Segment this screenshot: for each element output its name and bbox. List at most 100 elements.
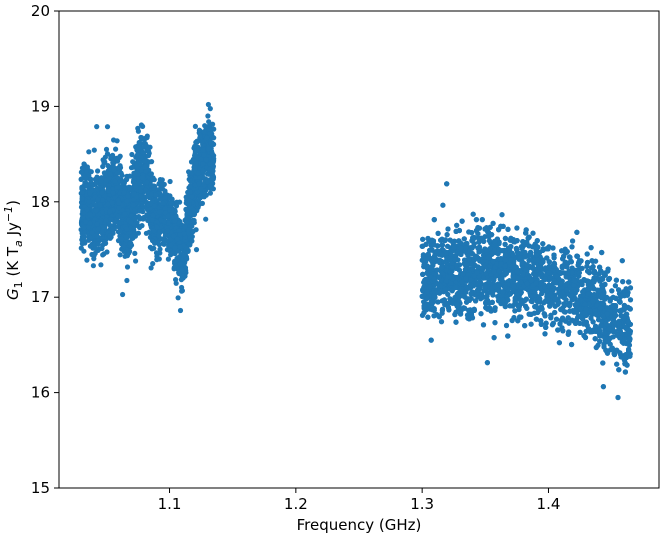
scatter-point: [207, 190, 213, 196]
scatter-point: [207, 161, 213, 167]
scatter-point: [203, 216, 209, 222]
scatter-point: [144, 133, 150, 139]
scatter-point: [109, 200, 115, 206]
scatter-point: [191, 208, 197, 214]
scatter-point: [83, 219, 89, 225]
scatter-point: [186, 198, 193, 204]
scatter-point: [124, 198, 130, 204]
scatter-point: [136, 142, 142, 148]
scatter-point: [205, 113, 211, 119]
scatter-point: [173, 280, 179, 286]
scatter-point: [167, 242, 174, 248]
scatter-point: [105, 163, 111, 169]
scatter-point: [124, 277, 130, 284]
scatter-point: [162, 206, 168, 212]
scatter-point: [165, 213, 171, 219]
scatter-point: [173, 214, 179, 220]
scatter-point: [181, 252, 187, 259]
scatter-point: [134, 147, 140, 153]
scatter-point: [84, 169, 90, 175]
scatter-point: [206, 119, 212, 125]
scatter-point: [138, 122, 144, 128]
scatter-point: [198, 156, 204, 162]
scatter-point: [89, 230, 95, 236]
scatter-point: [177, 219, 183, 225]
scatter-point: [150, 212, 156, 218]
scatter-point: [105, 201, 111, 207]
scatter-point: [117, 252, 123, 258]
scatter-point: [87, 212, 93, 218]
scatter-point: [83, 175, 89, 181]
scatter-point: [146, 229, 152, 235]
scatter-point: [160, 200, 166, 206]
scatter-point: [124, 264, 131, 270]
scatter-point: [157, 229, 163, 235]
scatter-point: [113, 146, 119, 152]
scatter-point: [131, 208, 138, 214]
scatter-point: [196, 180, 202, 187]
scatter-point: [177, 243, 183, 250]
scatter-point: [201, 152, 207, 158]
scatter-point: [195, 170, 202, 176]
scatter-point: [186, 227, 192, 233]
scatter-point: [120, 180, 126, 186]
scatter-point: [185, 230, 191, 237]
scatter-point: [187, 178, 193, 184]
scatter-point: [148, 171, 154, 177]
scatter-point: [211, 126, 217, 132]
scatter-point: [202, 191, 208, 197]
scatter-point: [103, 217, 109, 223]
scatter-point: [133, 258, 139, 264]
scatter-point: [100, 163, 106, 170]
scatter-point: [191, 212, 197, 218]
scatter-point: [152, 240, 158, 246]
scatter-point: [159, 182, 165, 188]
scatter-point: [130, 234, 136, 240]
scatter-point: [160, 236, 166, 242]
scatter-point: [116, 205, 122, 211]
scatter-point: [137, 224, 143, 231]
scatter-point: [167, 178, 173, 185]
scatter-point: [94, 221, 100, 227]
scatter-point: [98, 178, 104, 184]
scatter-point: [206, 146, 212, 152]
scatter-point: [104, 249, 110, 255]
scatter-point: [112, 178, 118, 184]
scatter-point: [110, 152, 116, 158]
scatter-point: [109, 226, 115, 232]
scatter-point: [172, 245, 178, 251]
scatter-point: [193, 247, 200, 253]
scatter-point: [88, 169, 94, 175]
scatter-point: [188, 170, 195, 176]
scatter-point: [142, 158, 148, 164]
scatter-point: [97, 202, 103, 208]
scatter-point: [156, 209, 162, 215]
scatter-point: [125, 193, 131, 199]
scatter-point: [79, 241, 85, 247]
scatter-point: [84, 164, 90, 170]
scatter-point: [121, 189, 127, 196]
scatter-point: [193, 161, 199, 167]
scatter-point: [132, 183, 139, 189]
scatter-point: [187, 183, 194, 189]
scatter-point: [123, 234, 129, 240]
scatter-point: [86, 199, 92, 205]
scatter-point: [187, 211, 193, 217]
scatter-point: [207, 166, 213, 172]
scatter-point: [81, 210, 87, 216]
scatter-point: [199, 139, 205, 145]
scatter-point: [132, 250, 138, 256]
scatter-point: [138, 155, 144, 161]
scatter-point: [111, 167, 117, 173]
scatter-point: [201, 129, 207, 135]
scatter-point: [131, 191, 137, 197]
scatter-point: [119, 236, 125, 242]
scatter-point: [115, 223, 121, 230]
scatter-point: [192, 143, 198, 149]
scatter-point: [165, 256, 171, 262]
scatter-point: [209, 175, 215, 181]
scatter-point: [124, 226, 130, 232]
scatter-point: [178, 277, 184, 283]
scatter-point: [107, 233, 113, 239]
scatter-point: [172, 258, 178, 264]
